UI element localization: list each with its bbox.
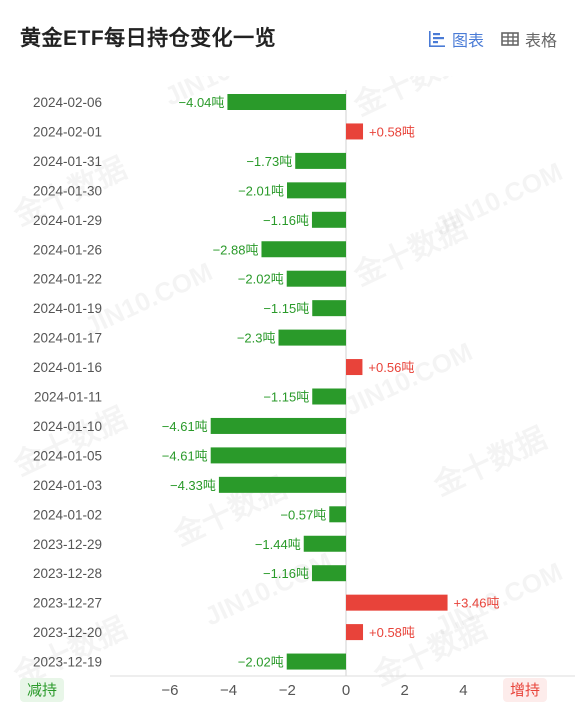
bar [346,594,448,611]
data-label: +3.46吨 [454,596,500,611]
data-label: −0.57吨 [280,507,326,522]
category-label: 2024-01-17 [33,331,102,346]
bar-chart-icon [428,30,446,48]
watermark-text: 金十数据 [348,76,472,123]
category-label: 2024-01-26 [33,242,102,257]
data-label: −1.44吨 [255,537,301,552]
data-label: −1.15吨 [263,301,309,316]
bar [312,300,346,317]
bar [312,388,346,405]
category-label: 2024-01-05 [33,448,102,463]
category-label: 2024-01-03 [33,478,102,493]
x-tick-label: −6 [161,682,178,699]
legend-increase-label: 增持 [510,682,540,699]
category-label: 2024-02-01 [33,124,102,139]
data-label: +0.58吨 [369,625,415,640]
data-label: −2.01吨 [238,183,284,198]
watermark-text: 金十数据 [8,401,132,483]
bar [210,417,346,434]
bar [278,329,346,346]
watermark-text: 金十数据 [348,211,472,293]
watermark-text: 金十数据 [428,421,552,503]
category-label: 2024-02-06 [33,95,102,110]
data-label: −1.15吨 [263,390,309,405]
bar [210,447,346,464]
data-label: −2.88吨 [213,242,259,257]
header: 黄金ETF每日持仓变化一览 图表 表格 [0,0,580,76]
category-label: 2023-12-28 [33,566,102,581]
category-label: 2024-01-10 [33,419,102,434]
data-label: −1.16吨 [263,566,309,581]
data-label: −4.61吨 [162,419,208,434]
bar [346,359,363,376]
category-label: 2024-01-29 [33,213,102,228]
data-label: −4.04吨 [179,95,225,110]
table-icon [501,31,519,47]
data-label: −4.33吨 [170,478,216,493]
category-label: 2024-01-31 [33,154,102,169]
legend-decrease-label: 减持 [27,682,57,699]
x-tick-label: 2 [401,682,409,699]
category-label: 2024-01-30 [33,183,102,198]
tab-chart-label: 图表 [452,33,485,50]
x-tick-label: 0 [342,682,350,699]
bar [218,476,346,493]
chart-area: 金十数据 金十数据 JIN10.COM 金十数据 JIN10.COM JIN10.COM 金… [0,76,580,720]
legend-decrease-pill [20,678,64,702]
bar [286,270,346,287]
data-label: −1.16吨 [263,213,309,228]
category-label: 2024-01-11 [34,390,102,405]
bar [311,211,346,228]
category-label: 2024-01-22 [33,272,102,287]
data-label: −2.3吨 [237,331,276,346]
bar [261,241,346,258]
watermark-text: JIN10.COM [340,336,477,421]
category-label: 2023-12-27 [33,596,102,611]
tab-table-label: 表格 [525,33,558,50]
bar [346,123,364,140]
data-label: −2.02吨 [238,655,284,670]
watermark-text: 金十数据 [368,611,492,693]
category-label: 2023-12-20 [33,625,102,640]
bar [286,653,346,670]
category-label: 2023-12-19 [33,655,102,670]
category-label: 2024-01-16 [33,360,102,375]
data-label: −4.61吨 [162,448,208,463]
x-tick-label: −4 [220,682,237,699]
category-label: 2023-12-29 [33,537,102,552]
legend-increase-pill [503,678,547,702]
data-label: +0.56吨 [368,360,414,375]
tab-chart[interactable]: 图表 [428,27,484,51]
bar [329,506,346,523]
watermark-text: JIN10.COM [200,546,337,631]
x-tick-label: −2 [279,682,296,699]
data-label: −2.02吨 [238,272,284,287]
bar [295,152,346,169]
page-title: 黄金ETF每日持仓变化一览 [20,27,277,50]
category-label: 2024-01-02 [33,507,102,522]
bar [346,624,364,641]
watermark-text: JIN10.COM [80,256,217,341]
tab-table[interactable]: 表格 [501,27,557,51]
category-label: 2024-01-19 [33,301,102,316]
bar [227,94,346,110]
data-label: +0.58吨 [369,124,415,139]
data-label: −1.73吨 [246,154,292,169]
x-tick-label: 4 [459,682,467,699]
bar [287,182,346,199]
bar [311,565,346,582]
bar [303,535,346,552]
